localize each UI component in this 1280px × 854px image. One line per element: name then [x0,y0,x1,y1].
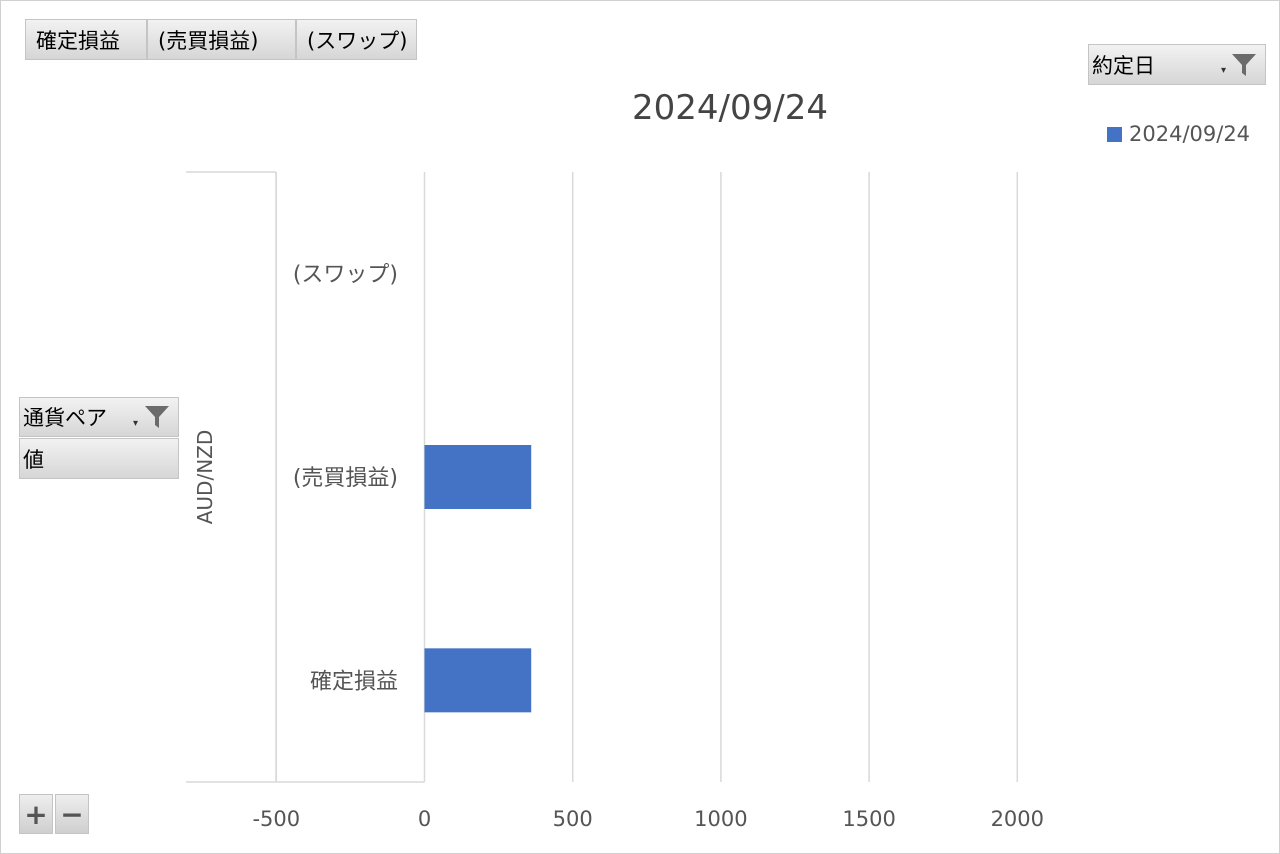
chevron-down-icon: ▾ [1221,65,1227,76]
category-group-label: AUD/NZD [193,430,217,525]
value-field-buttons: 確定損益 (売買損益) (スワップ) [25,19,417,60]
legend-entry: 2024/09/24 [1129,122,1251,146]
values-field-button[interactable]: 値 [19,438,179,479]
x-tick-label-3: 1000 [694,807,747,831]
x-tick-label-2: 500 [553,807,593,831]
chart-title: 2024/09/24 [632,88,828,128]
field-button-kakutei[interactable]: 確定損益 [25,19,147,60]
bar-1 [424,445,532,509]
chevron-down-icon: ▾ [133,418,139,429]
column-field-label: 約定日 [1092,53,1155,78]
category-label-2: 確定損益 [310,669,398,694]
x-tick-label-0: -500 [252,807,300,831]
collapse-button[interactable]: − [55,794,89,834]
legend-swatch [1107,126,1122,142]
x-tick-label-1: 0 [418,807,431,831]
funnel-icon [1232,54,1256,76]
legend[interactable]: 2024/09/24 [1107,122,1250,146]
bar-2 [424,648,532,713]
category-label-1: (売買損益) [293,466,398,491]
column-field-filter-button[interactable]: 約定日 ▾ [1088,44,1266,85]
row-field-filter-button[interactable]: 通貨ペア ▾ [19,397,179,437]
x-tick-label-5: 2000 [991,807,1044,831]
x-tick-label-4: 1500 [842,807,895,831]
field-button-swap[interactable]: (スワップ) [296,19,417,60]
category-label-0: (スワップ) [293,263,398,288]
funnel-icon [145,406,169,428]
row-field-label: 通貨ペア [23,406,107,430]
field-button-baibai[interactable]: (売買損益) [147,19,296,60]
expand-button[interactable]: + [19,794,53,834]
